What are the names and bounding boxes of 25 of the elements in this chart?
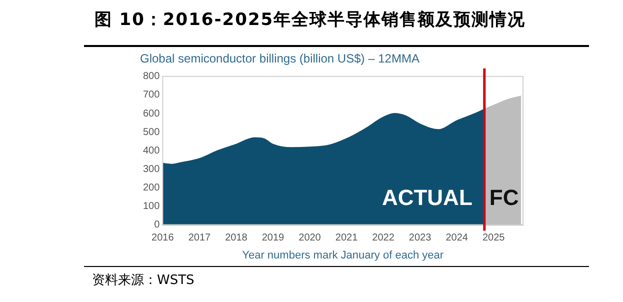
y-tick-label: 700 [142,90,160,101]
chart-subtitle: Global semiconductor billings (billion US$) – 12MMA [140,52,420,66]
annotation: FC [489,184,519,210]
y-tick-label: 500 [142,126,160,138]
x-tick-label: 2022 [372,232,395,244]
annotation: ACTUAL [382,184,472,210]
y-tick-label: 300 [142,164,160,175]
x-tick-label: 2019 [262,232,285,244]
chart-title: 图 10：2016-2025年全球半导体销售额及预测情况 [93,9,527,31]
y-tick-label: 800 [142,71,160,82]
x-tick-label: 2023 [408,232,432,244]
y-tick-label: 200 [142,182,160,194]
x-axis-title: Year numbers mark January of each year [242,249,444,262]
y-tick-label: 600 [142,108,160,120]
x-tick-label: 2020 [298,232,322,244]
x-tick-label: 2024 [446,232,468,244]
x-tick-label: 2018 [225,232,248,244]
y-tick-label: 400 [142,145,160,156]
x-tick-label: 2021 [335,232,358,244]
x-tick-label: 2017 [188,232,212,244]
x-tick-label: 2025 [482,232,506,244]
y-tick-label: 0 [154,220,160,231]
x-tick-label: 2016 [152,232,174,244]
text: 资料来源：WSTS [92,272,194,289]
y-tick-label: 100 [142,201,160,212]
